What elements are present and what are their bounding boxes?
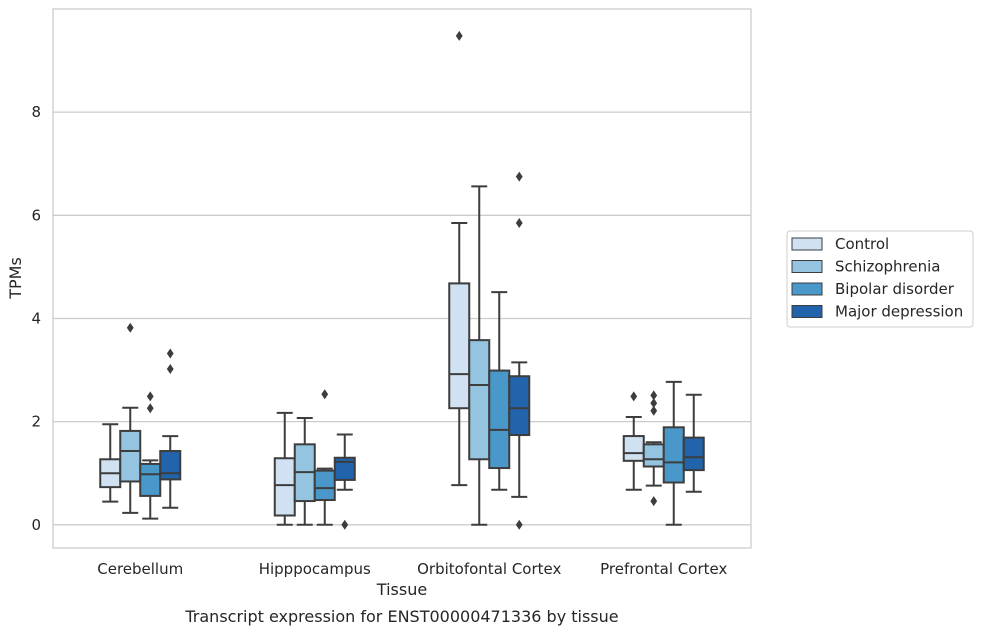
iqr-box [313,469,336,502]
legend-label: Control [835,235,889,253]
boxes [99,30,705,530]
iqr-box [333,456,356,481]
outlier-point [166,364,174,375]
iqr-box [622,435,645,462]
legend-swatch [791,282,823,296]
legend-swatch [791,237,823,251]
box-major-depression [682,393,705,493]
outlier-point [166,348,174,359]
box-major-depression [333,433,356,530]
outlier-point [650,390,658,401]
outlier-point [515,218,523,229]
x-tick-label: Hipppocampus [259,560,371,578]
box-control [273,411,296,526]
outlier-point [650,496,658,507]
x-tick-label: Prefrontal Cortex [600,560,727,578]
legend: Control Schizophrenia Bipolar disorder Majo… [786,230,974,328]
box-schizophrenia [119,322,142,514]
box-bipolar-disorder [662,380,685,526]
plot-frame [52,8,752,549]
iqr-box [662,426,685,484]
outlier-point [650,398,658,409]
iqr-box [119,429,142,483]
outlier-point [126,322,134,333]
x-axis-ticks: Cerebellum Hipppocampus Orbitofontal Corte… [97,560,727,578]
outlier-point [630,391,638,402]
outlier-point [455,30,463,41]
legend-frame [786,230,974,328]
box-major-depression [508,171,531,530]
box-control [622,391,645,491]
chart-caption: Transcript expression for ENST0000047133… [184,607,618,626]
box-schizophrenia [642,390,665,507]
iqr-box [508,375,531,437]
box-bipolar-disorder [488,291,511,491]
iqr-box [139,462,162,497]
outlier-point [650,405,658,416]
x-tick-label: Orbitofontal Cortex [417,560,561,578]
y-tick-label: 2 [31,413,41,431]
iqr-box [448,282,471,410]
legend-swatch [791,260,823,273]
box-control [99,423,122,503]
outlier-point [341,519,349,530]
box-bipolar-disorder [313,389,336,526]
legend-label: Major depression [835,303,963,321]
outlier-point [321,389,329,400]
box-schizophrenia [293,417,316,526]
y-tick-label: 6 [31,206,41,224]
legend-label: Schizophrenia [835,258,940,276]
x-tick-label: Cerebellum [97,560,183,578]
iqr-box [273,457,296,517]
box-major-depression [159,348,182,509]
box-schizophrenia [468,185,491,526]
iqr-box [468,339,491,461]
y-axis-label: TPMs [6,257,25,300]
y-tick-label: 8 [31,103,41,121]
iqr-box [159,450,182,481]
y-axis-ticks: 0 2 4 6 8 [31,103,41,534]
outlier-point [515,519,523,530]
y-tick-label: 0 [31,516,41,534]
outlier-point [146,403,154,414]
legend-swatch [791,305,823,318]
legend-label: Bipolar disorder [835,280,955,298]
y-tick-label: 4 [31,309,41,327]
iqr-box [642,443,665,468]
outlier-point [515,171,523,182]
outlier-point [146,391,154,402]
box-bipolar-disorder [139,391,162,520]
iqr-box [682,436,705,472]
iqr-box [488,369,511,470]
box-control [448,30,471,487]
x-axis-label: Tissue [376,580,427,599]
